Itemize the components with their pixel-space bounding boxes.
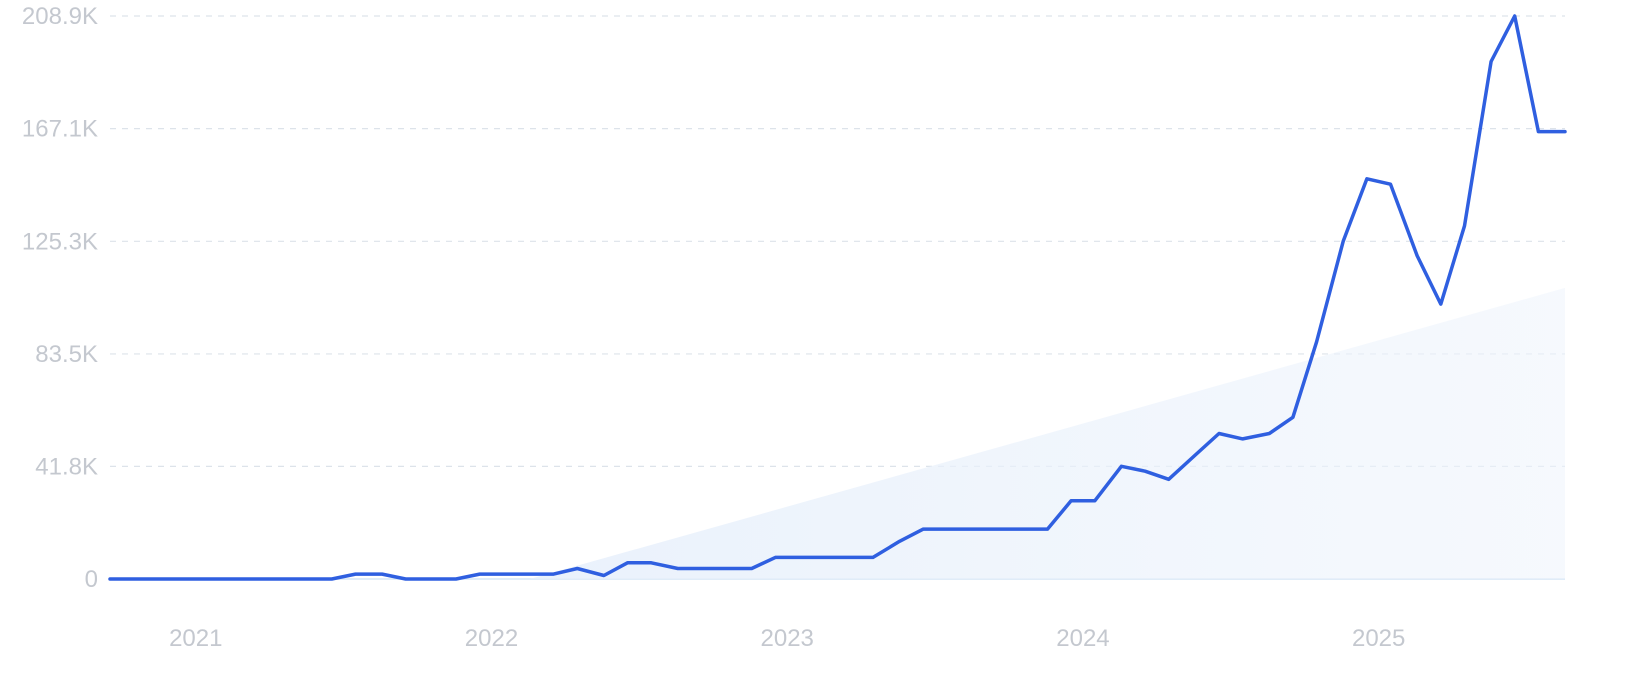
trend-area-layer bbox=[529, 287, 1566, 579]
x-tick-label: 2022 bbox=[465, 625, 518, 652]
x-tick-label: 2025 bbox=[1352, 625, 1405, 652]
y-axis-tick-labels: 0 41.8K 83.5K 125.3K 167.1K 208.9K bbox=[22, 3, 98, 593]
y-tick-label: 208.9K bbox=[22, 3, 98, 30]
x-tick-label: 2024 bbox=[1056, 625, 1109, 652]
y-tick-label: 125.3K bbox=[22, 228, 98, 255]
y-tick-label: 167.1K bbox=[22, 116, 98, 143]
x-tick-label: 2023 bbox=[761, 625, 814, 652]
x-tick-label: 2021 bbox=[169, 625, 222, 652]
y-tick-label: 0 bbox=[85, 566, 98, 593]
y-tick-label: 83.5K bbox=[35, 341, 98, 368]
series-line bbox=[108, 14, 1567, 581]
x-axis-tick-labels: 2021 2022 2023 2024 2025 bbox=[169, 625, 1405, 652]
y-tick-label: 41.8K bbox=[35, 453, 98, 480]
trend-area bbox=[529, 287, 1566, 579]
series-line-layer bbox=[108, 14, 1567, 581]
